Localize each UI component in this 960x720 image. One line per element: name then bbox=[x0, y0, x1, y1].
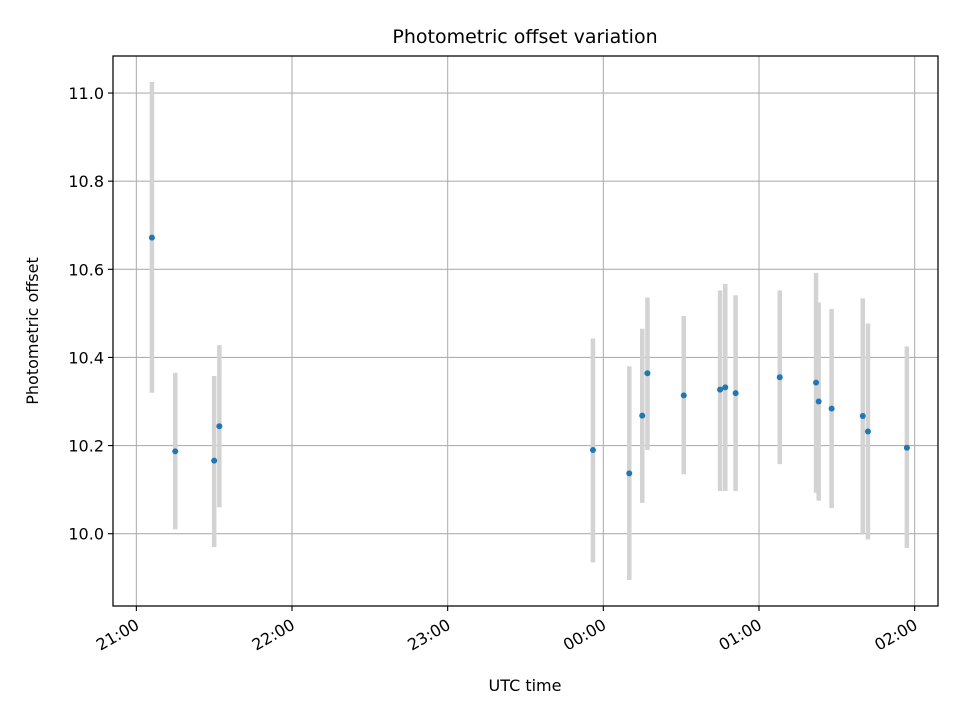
data-point bbox=[859, 413, 866, 420]
y-tick-label: 10.4 bbox=[68, 348, 104, 367]
data-point bbox=[813, 379, 820, 386]
data-point bbox=[903, 444, 910, 451]
x-tick-label: 00:00 bbox=[560, 615, 609, 655]
y-tick-label: 10.0 bbox=[68, 525, 104, 544]
data-point bbox=[216, 423, 223, 430]
x-tick-label: 23:00 bbox=[404, 615, 453, 655]
y-axis-label: Photometric offset bbox=[23, 257, 42, 405]
y-tick-label: 10.8 bbox=[68, 172, 104, 191]
data-point bbox=[172, 448, 179, 455]
x-tick-label: 02:00 bbox=[871, 615, 920, 655]
data-point bbox=[644, 370, 651, 377]
data-point bbox=[626, 470, 633, 477]
data-point bbox=[815, 398, 822, 405]
x-tick-label: 21:00 bbox=[93, 615, 142, 655]
grid-lines bbox=[113, 56, 938, 606]
plot-frame bbox=[112, 55, 939, 607]
x-tick-label: 01:00 bbox=[716, 615, 765, 655]
data-point bbox=[864, 428, 871, 435]
data-points bbox=[148, 234, 910, 477]
y-tick-label: 10.6 bbox=[68, 260, 104, 279]
y-tick-label: 11.0 bbox=[68, 84, 104, 103]
data-point bbox=[211, 457, 218, 464]
data-point bbox=[732, 390, 739, 397]
data-point bbox=[776, 374, 783, 381]
data-point bbox=[717, 386, 724, 393]
x-axis-label: UTC time bbox=[489, 676, 562, 695]
data-point bbox=[639, 412, 646, 419]
y-axis-ticks: 10.0 10.2 10.4 10.6 10.8 11.0 bbox=[68, 84, 113, 544]
data-point bbox=[722, 384, 729, 391]
x-axis-ticks: 21:00 22:00 23:00 00:00 01:00 02:00 bbox=[93, 606, 921, 655]
chart-title: Photometric offset variation bbox=[392, 26, 657, 48]
data-point bbox=[680, 392, 687, 399]
x-tick-label: 22:00 bbox=[249, 615, 298, 655]
data-point bbox=[828, 405, 835, 412]
error-bars bbox=[149, 82, 910, 580]
data-point bbox=[589, 446, 596, 453]
y-tick-label: 10.2 bbox=[68, 437, 104, 456]
data-point bbox=[148, 234, 155, 241]
